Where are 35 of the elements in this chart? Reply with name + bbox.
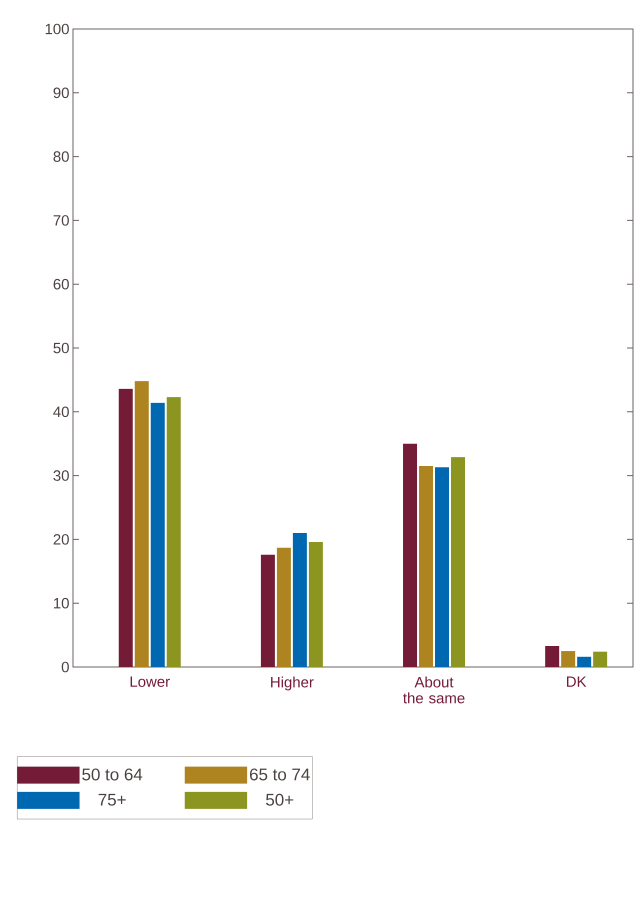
y-tick-label: 30 xyxy=(53,470,69,481)
y-tick-label: 0 xyxy=(62,662,69,672)
legend-label: 50+ xyxy=(266,794,294,806)
y-tick-label: 10 xyxy=(54,598,69,608)
x-tick-label: Lower xyxy=(130,676,170,687)
y-tick-label: 100 xyxy=(46,24,69,34)
bar xyxy=(577,656,592,667)
bar xyxy=(276,548,291,667)
bar xyxy=(419,466,434,667)
y-tick-label: 90 xyxy=(54,88,69,98)
legend-label: 50 to 64 xyxy=(82,768,142,780)
bar xyxy=(403,444,418,667)
bar xyxy=(435,467,450,667)
bar xyxy=(118,388,133,667)
y-tick-label: 20 xyxy=(54,534,69,545)
x-tick-label: Higher xyxy=(271,676,314,690)
bar xyxy=(308,542,323,667)
y-tick-label: 40 xyxy=(53,406,69,418)
bar xyxy=(561,651,576,667)
y-tick-label: 80 xyxy=(54,151,69,162)
y-tick-label: 50 xyxy=(53,342,69,354)
bar xyxy=(545,646,560,667)
y-tick-label: 60 xyxy=(54,278,69,290)
x-tick-label: About the same xyxy=(403,676,464,704)
bar xyxy=(150,402,165,667)
bar xyxy=(593,652,608,667)
legend-label: 75+ xyxy=(98,794,126,806)
bar xyxy=(260,554,275,667)
bar xyxy=(134,381,149,667)
bar xyxy=(166,397,181,667)
bar xyxy=(451,457,466,667)
bar xyxy=(292,533,307,667)
x-tick-label: DK xyxy=(566,676,586,687)
legend-label: 65 to 74 xyxy=(250,768,310,780)
y-tick-label: 70 xyxy=(54,215,69,226)
